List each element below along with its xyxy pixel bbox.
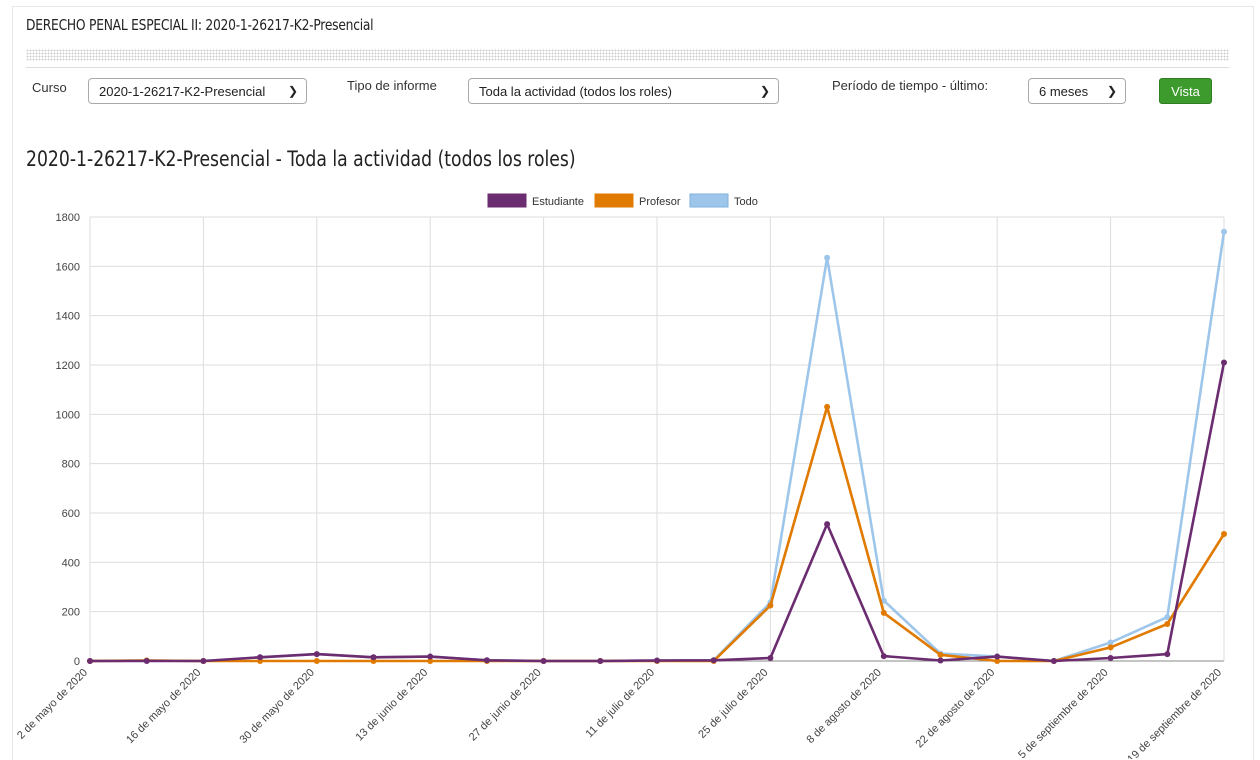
- y-tick-label: 200: [62, 607, 80, 619]
- data-point-profesor: [1107, 644, 1114, 651]
- data-point-estudiante: [257, 654, 264, 661]
- data-point-estudiante: [313, 651, 320, 658]
- data-point-estudiante: [483, 657, 490, 664]
- y-tick-label: 400: [62, 557, 80, 569]
- y-tick-label: 1600: [56, 261, 80, 273]
- chevron-down-icon: ❯: [287, 84, 298, 98]
- content-frame: [12, 6, 1254, 760]
- legend-label-todo: Todo: [734, 196, 758, 208]
- data-point-estudiante: [654, 657, 660, 664]
- legend-swatch-profesor: [594, 193, 634, 208]
- legend-label-estudiante: Estudiante: [532, 196, 584, 208]
- legend-swatch-todo: [689, 193, 729, 208]
- x-tick-label: 27 de junio de 2020: [467, 667, 544, 744]
- data-point-estudiante: [1107, 655, 1114, 662]
- course-select-value: 2020-1-26217-K2-Presencial: [99, 83, 266, 99]
- y-tick-label: 1400: [56, 311, 80, 323]
- data-point-todo: [880, 597, 887, 604]
- x-tick-label: 30 de mayo de 2020: [238, 667, 317, 746]
- data-point-estudiante: [540, 658, 547, 664]
- x-tick-label: 22 de agosto de 2020: [914, 667, 998, 751]
- y-tick-label: 800: [62, 459, 80, 471]
- data-point-profesor: [313, 658, 320, 664]
- legend-label-profesor: Profesor: [639, 196, 681, 208]
- y-tick-label: 1200: [56, 360, 80, 372]
- data-point-profesor: [937, 651, 944, 658]
- data-point-profesor: [1164, 621, 1171, 627]
- y-tick-label: 0: [74, 656, 80, 668]
- view-button[interactable]: Vista: [1159, 78, 1212, 104]
- legend-swatch-estudiante: [487, 193, 527, 208]
- data-point-estudiante: [427, 653, 434, 660]
- data-point-profesor: [824, 403, 831, 410]
- data-point-estudiante: [880, 653, 887, 660]
- y-tick-label: 1800: [56, 212, 80, 224]
- data-point-estudiante: [1050, 658, 1057, 664]
- data-point-estudiante: [937, 657, 944, 664]
- y-tick-label: 1000: [56, 409, 80, 421]
- divider: [26, 67, 1229, 68]
- data-point-estudiante: [767, 655, 774, 662]
- data-point-todo: [1164, 614, 1171, 621]
- x-tick-label: 13 de junio de 2020: [353, 667, 430, 744]
- data-point-todo: [1107, 639, 1114, 646]
- data-point-estudiante: [87, 658, 93, 664]
- data-point-estudiante: [710, 657, 717, 664]
- data-point-estudiante: [200, 658, 207, 664]
- y-tick-label: 600: [62, 508, 80, 520]
- data-point-profesor: [427, 658, 434, 664]
- chart-title: 2020-1-26217-K2-Presencial - Toda la act…: [26, 147, 576, 171]
- data-point-profesor: [767, 602, 774, 609]
- course-label: Curso: [32, 80, 67, 95]
- chevron-down-icon: ❯: [1106, 84, 1117, 98]
- x-tick-label: 8 de agosto de 2020: [805, 667, 884, 746]
- data-point-estudiante: [994, 653, 1001, 660]
- data-point-profesor: [994, 658, 1001, 664]
- x-tick-label: 5 de septiembre de 2020: [1016, 667, 1111, 759]
- data-point-profesor: [880, 609, 887, 616]
- report-type-select-value: Toda la actividad (todos los roles): [479, 83, 672, 99]
- data-point-estudiante: [143, 658, 150, 664]
- data-point-profesor: [1221, 530, 1227, 537]
- course-select[interactable]: 2020-1-26217-K2-Presencial ❯: [88, 78, 307, 104]
- report-type-select[interactable]: Toda la actividad (todos los roles) ❯: [468, 78, 779, 104]
- data-point-todo: [824, 254, 831, 261]
- report-type-label: Tipo de informe: [347, 78, 437, 93]
- data-point-estudiante: [370, 654, 377, 661]
- data-point-todo: [1221, 228, 1227, 235]
- x-tick-label: 25 de julio de 2020: [696, 667, 770, 741]
- data-point-estudiante: [1164, 651, 1171, 658]
- x-tick-label: 2 de mayo de 2020: [15, 667, 90, 742]
- period-label: Período de tiempo - último:: [832, 78, 989, 93]
- data-point-estudiante: [824, 521, 831, 528]
- x-tick-label: 19 de septiembre de 2020: [1125, 667, 1224, 759]
- data-point-estudiante: [597, 658, 604, 664]
- x-tick-label: 16 de mayo de 2020: [124, 667, 203, 746]
- period-select[interactable]: 6 meses ❯: [1028, 78, 1126, 104]
- data-point-estudiante: [1221, 359, 1227, 366]
- dotted-divider: [26, 49, 1229, 61]
- chevron-down-icon: ❯: [759, 84, 770, 98]
- x-tick-label: 11 de julio de 2020: [583, 667, 657, 741]
- page-title: DERECHO PENAL ESPECIAL II: 2020-1-26217-…: [26, 16, 374, 34]
- period-select-value: 6 meses: [1039, 83, 1089, 99]
